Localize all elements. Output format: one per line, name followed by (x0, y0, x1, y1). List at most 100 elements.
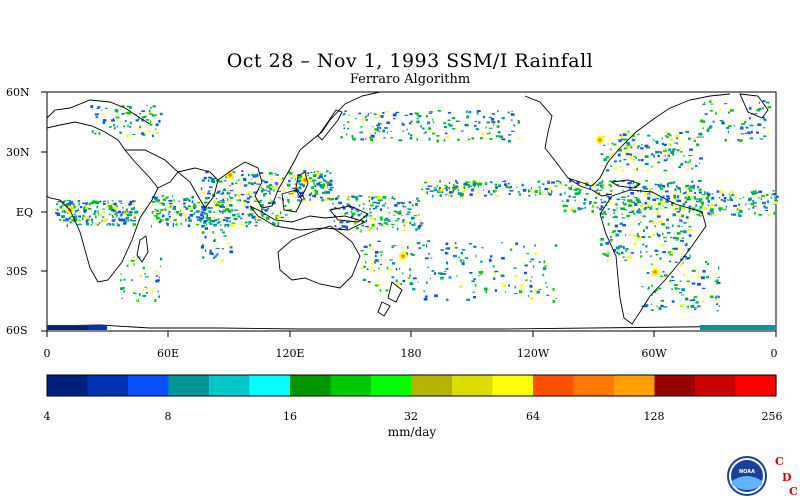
rain-patch (402, 272, 404, 275)
rain-patch (313, 194, 317, 198)
rain-patch (209, 219, 214, 223)
rain-patch (729, 199, 734, 201)
rain-patch (254, 218, 257, 221)
rain-patch (713, 204, 718, 206)
rain-patch (395, 220, 399, 222)
rain-patch (154, 196, 158, 200)
rain-patch (655, 184, 659, 186)
rain-patch (448, 123, 451, 126)
rain-patch (391, 245, 394, 249)
rain-patch (660, 244, 665, 247)
rain-patch (112, 209, 117, 213)
rain-patch (342, 205, 345, 207)
rain-patch (313, 179, 317, 181)
rain-patch (155, 209, 159, 212)
rain-patch (758, 213, 763, 216)
rain-patch (589, 201, 592, 203)
rain-patch (750, 191, 754, 194)
rain-patch (731, 194, 735, 196)
rain-patch (686, 257, 690, 260)
lon-label-120e: 120E (275, 347, 305, 360)
rain-patch (348, 114, 350, 116)
rain-patch (593, 205, 596, 208)
rain-patch (83, 210, 87, 213)
rain-patch (204, 249, 207, 252)
colorbar-swatch (452, 375, 494, 396)
rain-patch (460, 259, 463, 263)
rain-patch (354, 222, 357, 225)
rain-patch (559, 193, 562, 196)
rain-patch (687, 196, 691, 199)
rain-patch (661, 142, 664, 145)
rain-patch (654, 183, 656, 186)
rain-patch (118, 218, 120, 221)
rain-patch (689, 299, 694, 301)
rain-patch (155, 198, 159, 202)
rain-patch (368, 244, 372, 247)
rain-patch (218, 209, 221, 211)
rain-patch (245, 206, 249, 209)
rain-patch (415, 136, 418, 138)
rain-patch (67, 202, 71, 205)
rain-patch (635, 197, 638, 199)
rain-patch (330, 197, 333, 199)
rain-patch (588, 202, 592, 205)
rain-patch (425, 257, 429, 260)
rain-patch (117, 210, 121, 214)
rain-patch (543, 260, 546, 264)
rain-patch (536, 290, 540, 294)
rain-patch (374, 261, 377, 264)
rain-patch (452, 187, 456, 189)
rain-patch (417, 115, 422, 118)
rain-patch (169, 205, 172, 208)
rain-patch (340, 228, 343, 232)
rain-patch (697, 186, 699, 189)
rain-patch (242, 201, 246, 203)
rain-patch (411, 122, 413, 125)
rain-patch (531, 276, 533, 278)
rain-patch (386, 121, 390, 125)
rain-patch (621, 196, 625, 198)
rain-patch (370, 227, 372, 229)
rain-patch (733, 124, 735, 127)
rain-patch (399, 201, 403, 204)
rain-patch (613, 212, 615, 214)
rain-patch (704, 113, 708, 115)
rain-patch (542, 273, 545, 277)
rain-patch (684, 160, 687, 164)
rain-patch (233, 218, 238, 221)
rain-patch (625, 145, 630, 149)
rain-patch (187, 224, 191, 228)
rain-patch (551, 190, 553, 194)
rain-patch (61, 215, 65, 218)
rain-patch (191, 213, 196, 215)
rain-patch (217, 190, 221, 193)
rain-patch (445, 194, 448, 196)
rain-patch (680, 304, 684, 307)
rain-patch (688, 228, 693, 231)
rain-patch (159, 257, 163, 261)
rain-patch (655, 150, 659, 154)
rain-patch (157, 290, 159, 293)
rain-patch (271, 185, 274, 187)
rain-patch (322, 177, 324, 180)
rain-patch (338, 201, 342, 205)
rain-patch (260, 172, 264, 174)
rain-patch (275, 174, 280, 176)
rain-patch (186, 207, 189, 209)
rain-patch (691, 186, 695, 189)
rain-patch (583, 183, 586, 186)
rain-patch (699, 215, 702, 217)
rain-patch (772, 190, 775, 192)
rain-patch (640, 250, 642, 254)
rain-patch (216, 192, 220, 194)
rain-patch (360, 138, 364, 141)
rain-patch (696, 201, 700, 203)
rain-patch (95, 202, 100, 205)
rain-patch (662, 205, 664, 207)
rain-patch (582, 187, 584, 189)
rain-patch (630, 204, 633, 207)
rain-patch (393, 210, 397, 212)
rain-patch (105, 204, 110, 207)
rain-patch (201, 211, 204, 213)
